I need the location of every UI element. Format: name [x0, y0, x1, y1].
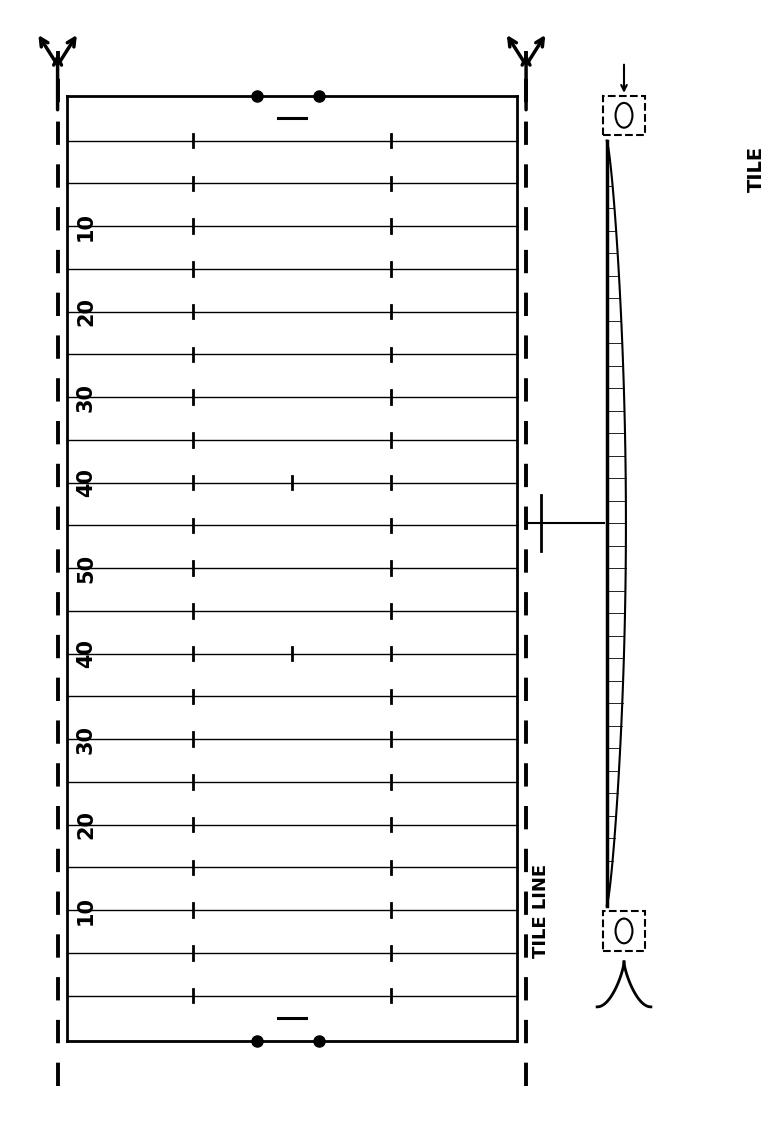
- Bar: [603, 96, 645, 135]
- Text: 50: 50: [76, 554, 96, 583]
- Text: 40: 40: [76, 639, 96, 668]
- Text: 20: 20: [76, 810, 96, 839]
- Text: TILE: TILE: [747, 145, 766, 191]
- Text: TILE LINE: TILE LINE: [532, 864, 551, 958]
- Text: 10: 10: [76, 896, 96, 925]
- Text: 30: 30: [76, 382, 96, 412]
- Text: 10: 10: [76, 212, 96, 241]
- Bar: [603, 911, 645, 951]
- Text: 30: 30: [76, 724, 96, 754]
- Text: 20: 20: [76, 297, 96, 326]
- Text: 40: 40: [76, 468, 96, 497]
